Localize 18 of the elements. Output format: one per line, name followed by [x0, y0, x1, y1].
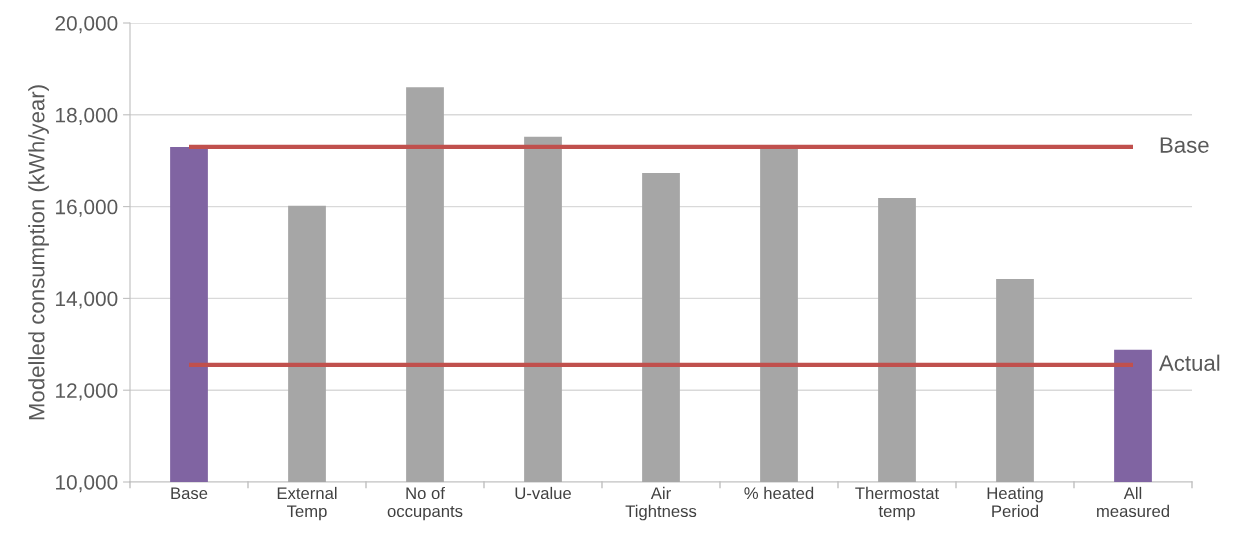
ref-line-label: Actual: [1159, 354, 1220, 371]
x-tick-label: All measured: [1097, 486, 1169, 518]
y-tick-label: 12,000: [56, 383, 118, 401]
y-tick-label: 14,000: [56, 291, 118, 309]
x-tick-label: % heated: [744, 486, 814, 500]
x-tick-label: Thermostat temp: [855, 486, 940, 521]
x-tick-label: Heating Period: [987, 486, 1043, 518]
x-tick-label: Air Tightness: [625, 486, 697, 521]
x-tick-label: No of occupants: [387, 486, 463, 521]
y-axis-title: Modelled consumption (kWh/year): [28, 85, 49, 420]
y-tick-label: 16,000: [56, 199, 118, 217]
ref-line-label: Base: [1160, 137, 1209, 153]
y-tick-label: 18,000: [56, 107, 118, 126]
y-tick-label: 10,000: [56, 475, 118, 493]
x-tick-label: Base: [171, 487, 208, 500]
x-tick-label: External Temp: [277, 486, 337, 521]
y-tick-label: 20,000: [55, 16, 118, 34]
x-tick-label: U-value: [515, 486, 571, 500]
